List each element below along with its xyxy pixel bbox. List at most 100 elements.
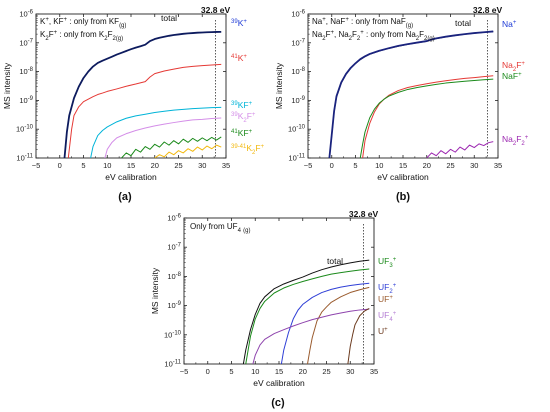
y-tick-label: 10-6 <box>19 10 33 19</box>
annotation: Na2F+, Na2F2+ : only from Na2F2(g) <box>312 30 435 42</box>
x-tick-label: −5 <box>304 161 313 170</box>
x-tick-label: 20 <box>423 161 431 170</box>
panel-letter: (c) <box>271 397 285 409</box>
series-label: UF2+ <box>378 282 397 295</box>
annotation: Only from UF4 (g) <box>190 222 250 234</box>
x-tick-label: 25 <box>322 367 330 376</box>
annotation: K2F+ : only from K2F2(g) <box>40 30 123 42</box>
series-line-NaF+ <box>359 78 494 158</box>
chart-panel-b: −5 0 5 10 15 20 25 30 35 10-11 10-10 10-9 10-8 10-7 10… <box>274 5 529 203</box>
chart-panel-c: −5 0 5 10 15 20 25 30 35 10-11 10-10 10-9 10-8 10-7 10… <box>150 209 397 409</box>
y-tick-label: 10-10 <box>16 125 34 134</box>
y-tick-label: 10-9 <box>291 96 305 105</box>
series-line-Na2F2+ <box>426 141 494 158</box>
series-line-41KF+ <box>121 136 222 158</box>
annotation: K+, KF+ : only from KF(g) <box>40 17 126 29</box>
chart-panel-a: −5 0 5 10 15 20 25 30 35 10-11 10-10 10-9 10-8 10-7 10… <box>2 5 265 203</box>
y-tick-label: 10-11 <box>288 154 305 163</box>
x-tick-label: 0 <box>206 367 210 376</box>
x-tick-label: 5 <box>353 161 357 170</box>
y-tick-label: 10-11 <box>164 360 181 369</box>
y-tick-label: 10-6 <box>291 10 305 19</box>
series-line-total <box>328 31 494 158</box>
series-label: 39-41K2F+ <box>231 143 265 156</box>
x-axis-title: eV calibration <box>105 172 157 182</box>
series-group <box>63 30 222 158</box>
series-line-total <box>63 30 222 158</box>
reference-line-label: 32.8 eV <box>201 5 231 15</box>
series-label: Na2F+ <box>502 60 525 73</box>
x-tick-label: 20 <box>151 161 159 170</box>
series-label: total <box>455 18 471 28</box>
series-line-Na2F+ <box>362 75 494 158</box>
series-line-Na+ <box>328 30 494 158</box>
x-axis-title: eV calibration <box>253 378 305 388</box>
series-line-UF4+ <box>252 308 370 364</box>
series-line-39-41K2F+ <box>154 144 222 158</box>
series-label: Na2F2+ <box>502 134 529 147</box>
x-tick-label: 0 <box>330 161 334 170</box>
series-label: UF+ <box>378 294 393 304</box>
x-tick-label: 10 <box>103 161 111 170</box>
x-tick-label: 20 <box>299 367 307 376</box>
x-tick-label: 5 <box>229 367 233 376</box>
y-tick-label: 10-11 <box>16 154 33 163</box>
series-label: 41KF+ <box>231 128 253 138</box>
series-line-U+ <box>347 307 370 364</box>
series-label: UF3+ <box>378 256 397 269</box>
x-tick-label: 35 <box>222 161 230 170</box>
y-tick-label: 10-10 <box>164 330 182 339</box>
y-tick-label: 10-6 <box>167 214 181 223</box>
x-tick-label: −5 <box>180 367 189 376</box>
series-label: NaF+ <box>502 71 522 81</box>
y-tick-label: 10-7 <box>291 38 305 47</box>
y-axis-title: MS intensity <box>2 62 12 109</box>
x-tick-label: 5 <box>81 161 85 170</box>
series-label: total <box>327 256 343 266</box>
series-label: 41K+ <box>231 53 247 63</box>
y-axis-title: MS intensity <box>274 62 284 109</box>
series-line-UF+ <box>307 286 370 364</box>
x-tick-label: 30 <box>346 367 354 376</box>
y-tick-label: 10-9 <box>19 96 33 105</box>
x-tick-label: 35 <box>370 367 378 376</box>
x-tick-label: 15 <box>275 367 283 376</box>
x-tick-label: 10 <box>375 161 383 170</box>
panel-letter: (b) <box>396 191 410 203</box>
series-line-UF2+ <box>280 282 370 364</box>
y-tick-label: 10-9 <box>167 301 181 310</box>
x-tick-label: 25 <box>446 161 454 170</box>
series-line-39K2F+ <box>104 117 222 158</box>
series-label: Na+ <box>502 19 517 29</box>
series-label: UF4+ <box>378 310 397 323</box>
reference-line-label: 32.8 eV <box>349 209 379 219</box>
y-tick-label: 10-7 <box>167 243 181 252</box>
series-label: 39KF+ <box>231 100 253 110</box>
y-tick-label: 10-10 <box>288 125 306 134</box>
y-tick-label: 10-7 <box>19 38 33 47</box>
panel-letter: (a) <box>118 191 132 203</box>
annotation: Na+, NaF+ : only from NaF(g) <box>312 17 413 29</box>
x-tick-label: 30 <box>470 161 478 170</box>
series-line-UF3+ <box>245 268 370 364</box>
x-tick-label: −5 <box>32 161 41 170</box>
x-tick-label: 15 <box>127 161 135 170</box>
x-tick-label: 25 <box>174 161 182 170</box>
x-tick-label: 30 <box>198 161 206 170</box>
y-tick-label: 10-8 <box>19 67 33 76</box>
x-tick-label: 0 <box>58 161 62 170</box>
y-axis-title: MS intensity <box>150 267 160 314</box>
series-line-39KF+ <box>90 106 222 158</box>
x-tick-label: 35 <box>494 161 502 170</box>
series-line-total <box>242 259 370 364</box>
series-group <box>328 30 494 158</box>
y-tick-label: 10-8 <box>167 272 181 281</box>
x-axis-title: eV calibration <box>377 172 429 182</box>
x-tick-label: 10 <box>251 367 259 376</box>
series-line-41K+ <box>67 63 222 158</box>
reference-line-label: 32.8 eV <box>473 5 503 15</box>
y-tick-label: 10-8 <box>291 67 305 76</box>
series-label: 39K+ <box>231 18 247 28</box>
series-label: U+ <box>378 326 388 336</box>
